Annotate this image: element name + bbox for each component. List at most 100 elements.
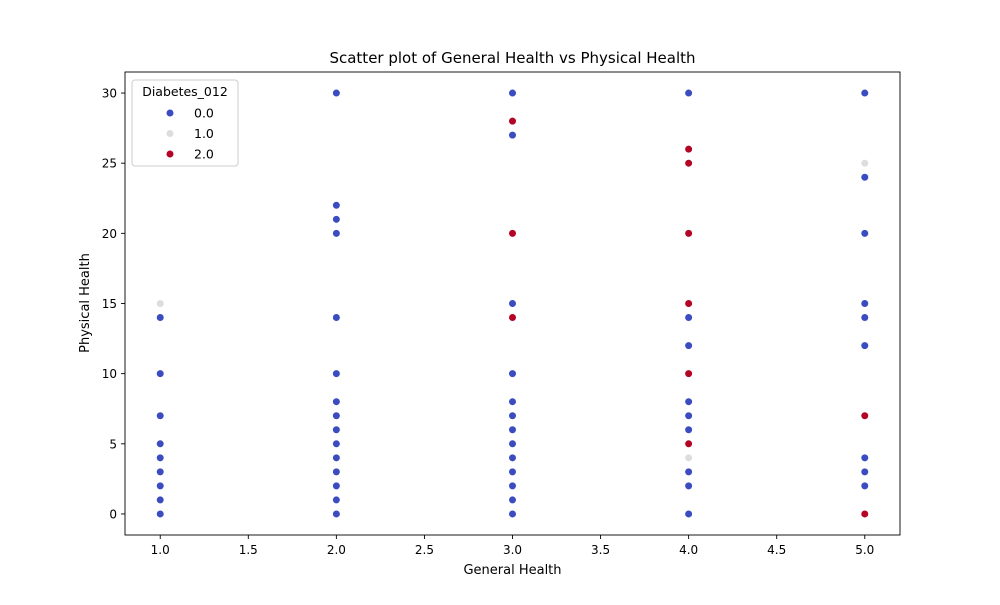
data-point — [332, 215, 341, 224]
data-point — [684, 313, 693, 322]
data-point — [332, 425, 341, 434]
data-point — [860, 341, 869, 350]
data-point — [860, 299, 869, 308]
series-2.0 — [508, 117, 869, 519]
data-point — [860, 481, 869, 490]
data-point — [332, 201, 341, 210]
data-point — [156, 313, 165, 322]
data-point — [156, 467, 165, 476]
legend-title: Diabetes_012 — [142, 84, 228, 99]
data-point — [684, 397, 693, 406]
data-point — [332, 88, 341, 98]
data-point — [508, 397, 517, 406]
x-tick-label: 3.5 — [591, 543, 610, 557]
data-point — [684, 229, 693, 238]
data-point — [156, 495, 165, 505]
y-tick-label: 15 — [102, 297, 117, 311]
data-point — [332, 397, 341, 406]
data-point — [684, 369, 693, 378]
legend-marker — [165, 129, 175, 138]
data-point — [684, 467, 693, 476]
data-point — [156, 439, 165, 448]
data-point — [684, 299, 693, 308]
x-tick-label: 2.5 — [415, 543, 434, 557]
data-point — [508, 425, 517, 434]
data-point — [860, 453, 869, 462]
x-tick-label: 3.0 — [503, 543, 522, 557]
data-point — [508, 467, 517, 476]
y-tick-label: 30 — [102, 87, 117, 101]
data-point — [156, 481, 165, 490]
data-point — [684, 341, 693, 350]
data-point — [508, 313, 517, 322]
data-point — [684, 481, 693, 490]
legend-box — [131, 79, 239, 167]
data-point — [332, 313, 341, 322]
data-point — [332, 453, 341, 462]
data-point — [684, 453, 693, 462]
data-point — [684, 145, 693, 154]
data-point — [508, 439, 517, 448]
data-point — [332, 369, 341, 378]
x-tick-label: 1.5 — [239, 543, 258, 557]
data-point — [508, 229, 517, 238]
data-point — [860, 467, 869, 476]
y-tick-label: 0 — [109, 507, 117, 521]
data-point — [684, 425, 693, 434]
data-point — [332, 411, 341, 420]
data-point — [332, 229, 341, 238]
data-point — [508, 495, 517, 505]
y-axis-label: Physical Health — [78, 253, 93, 353]
y-tick-label: 5 — [109, 437, 117, 451]
data-point — [508, 131, 517, 140]
data-point — [684, 439, 693, 448]
data-point — [508, 411, 517, 420]
legend: Diabetes_012 0.0 1.0 2.0 — [131, 79, 239, 167]
x-tick-label: 1.0 — [151, 543, 170, 557]
data-point — [860, 509, 869, 519]
data-point — [860, 173, 869, 182]
data-point — [684, 159, 693, 168]
legend-marker — [165, 149, 175, 159]
legend-label: 0.0 — [194, 106, 214, 121]
points-layer — [156, 88, 869, 519]
data-point — [860, 229, 869, 238]
data-point — [156, 509, 165, 519]
data-point — [684, 509, 693, 519]
data-point — [860, 159, 869, 168]
data-point — [156, 299, 165, 308]
data-point — [860, 313, 869, 322]
x-tick-label: 4.5 — [767, 543, 786, 557]
data-point — [508, 453, 517, 462]
data-point — [332, 509, 341, 519]
x-tick-label: 2.0 — [327, 543, 346, 557]
axes-layer: 1.0 1.5 2.0 2.5 3.0 3.5 4.0 4.5 5.0 0 5 10 15 20 25 30 — [102, 71, 901, 557]
data-point — [508, 117, 517, 126]
data-point — [332, 439, 341, 448]
data-point — [156, 369, 165, 378]
x-tick-label: 5.0 — [855, 543, 874, 557]
data-point — [332, 495, 341, 505]
data-point — [508, 299, 517, 308]
legend-label: 2.0 — [194, 147, 214, 162]
data-point — [508, 88, 517, 98]
y-tick-label: 20 — [102, 227, 117, 241]
data-point — [156, 453, 165, 462]
data-point — [508, 369, 517, 378]
legend-marker — [165, 108, 175, 118]
chart-title: Scatter plot of General Health vs Physic… — [329, 49, 695, 67]
series-0.0 — [156, 88, 869, 519]
legend-label: 1.0 — [194, 126, 214, 141]
data-point — [508, 509, 517, 519]
x-tick-label: 4.0 — [679, 543, 698, 557]
x-axis-label: General Health — [463, 563, 561, 578]
y-tick-label: 25 — [102, 157, 117, 171]
series-1.0 — [156, 159, 869, 462]
data-point — [156, 411, 165, 420]
data-point — [860, 88, 869, 98]
data-point — [332, 481, 341, 490]
data-point — [860, 411, 869, 420]
y-tick-label: 10 — [102, 367, 117, 381]
